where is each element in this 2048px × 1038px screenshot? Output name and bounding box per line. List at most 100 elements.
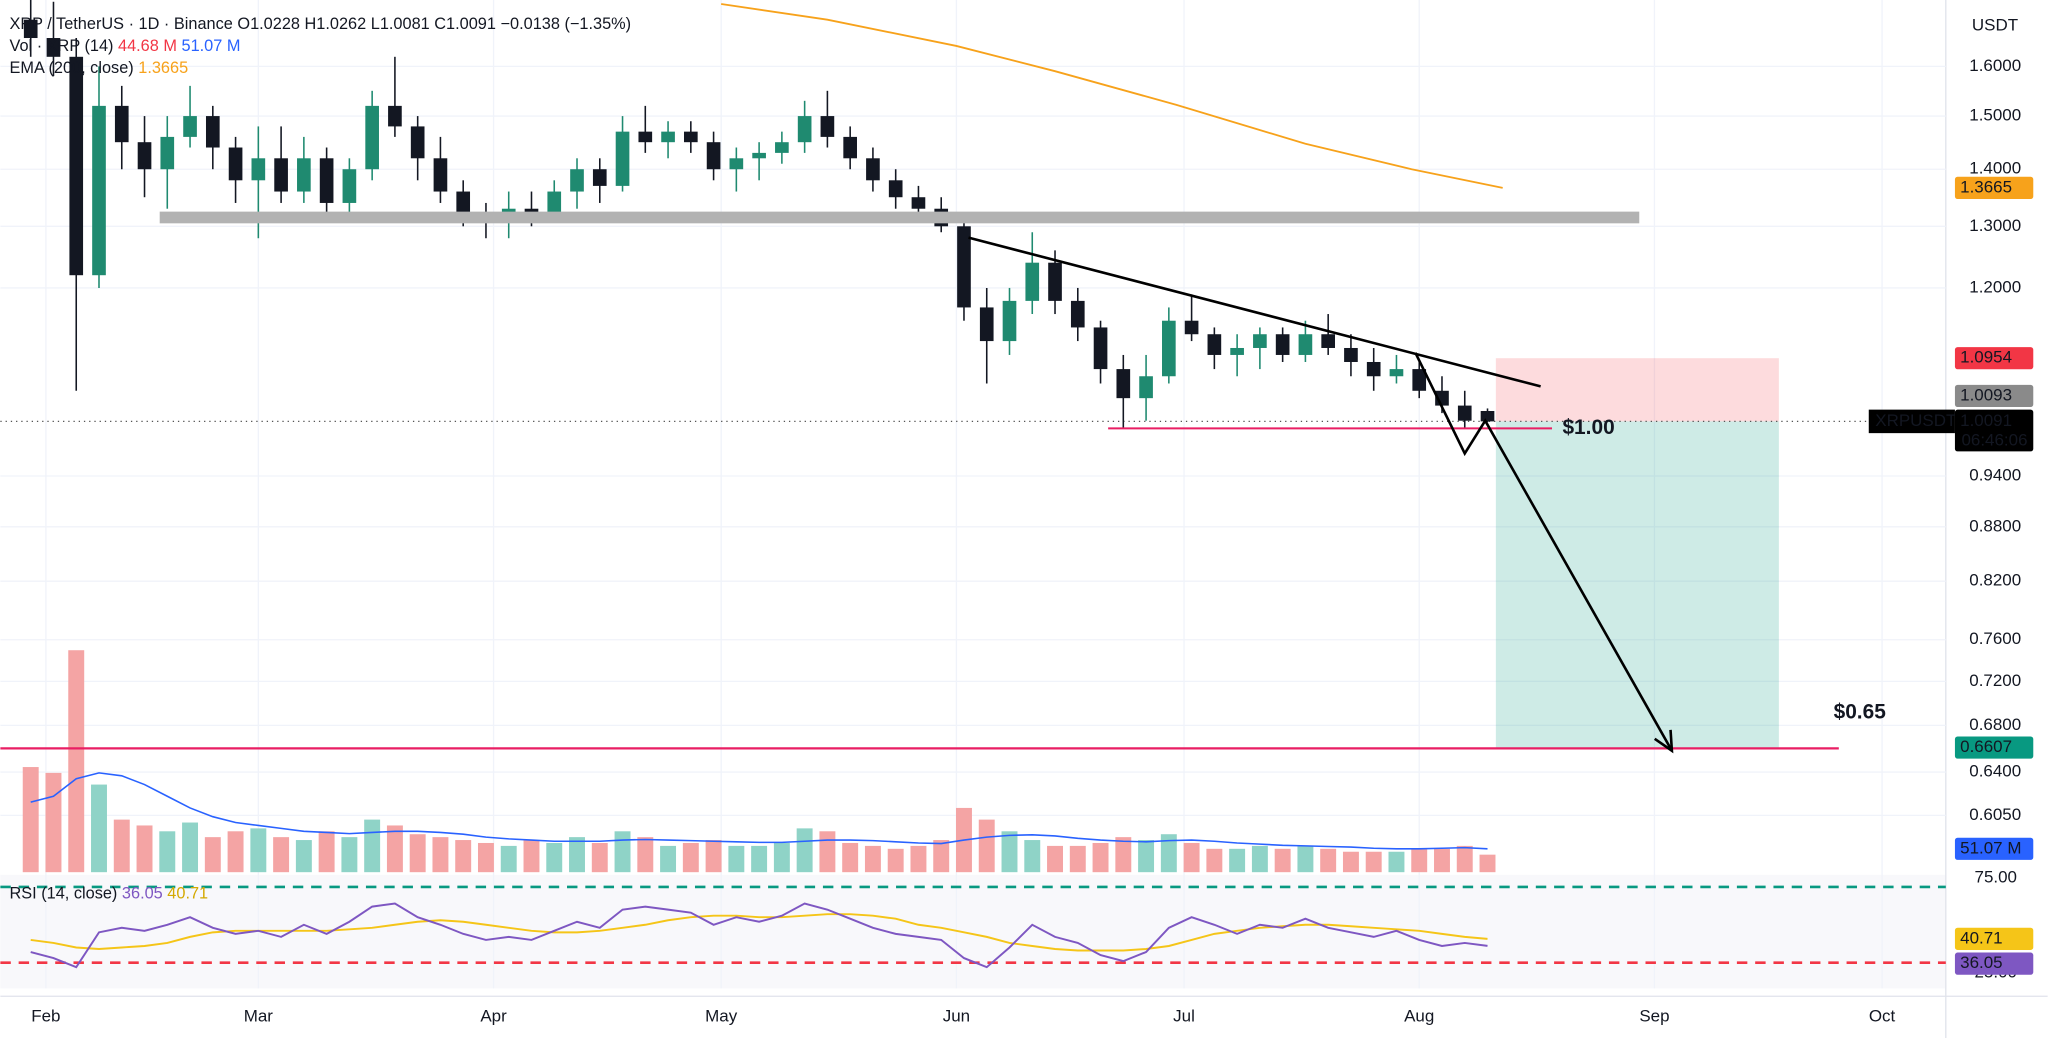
x-tick-label: Apr: [480, 1007, 507, 1026]
y-tick-label: 0.7600: [1969, 629, 2021, 648]
volume-bar: [182, 822, 199, 873]
volume-bar: [364, 819, 381, 873]
volume-bar: [773, 842, 790, 873]
symbol-tag: XRPUSDT: [1875, 411, 1956, 430]
volume-bar: [455, 840, 472, 873]
price-tag: 1.3665: [1960, 177, 2012, 196]
candle-body: [297, 158, 311, 192]
volume-bar: [819, 831, 836, 873]
volume-bar: [1183, 842, 1200, 873]
volume-bar: [1115, 837, 1132, 873]
volume-bar: [1456, 845, 1473, 873]
volume-bar: [22, 767, 39, 873]
volume-bar: [1411, 848, 1428, 873]
candle-body: [1048, 262, 1062, 301]
candle-body: [92, 105, 106, 276]
volume-bar: [728, 845, 745, 873]
y-tick-label: 0.8200: [1969, 571, 2021, 590]
y-tick-label: 1.5000: [1969, 106, 2021, 125]
volume-bar: [68, 650, 85, 873]
candle-body: [1253, 334, 1267, 348]
volume-bar: [113, 819, 130, 873]
volume-bar: [318, 831, 335, 873]
candle-body: [820, 116, 835, 137]
volume-bar: [227, 831, 244, 873]
candle-body: [388, 105, 402, 127]
volume-bar: [1024, 840, 1041, 873]
candle-body: [592, 169, 607, 186]
rsi-tag-bg: [1954, 952, 2034, 975]
currency: USDT: [1972, 16, 2018, 35]
volume-bar: [295, 840, 312, 873]
ohlc-high: H1.0262: [305, 15, 367, 33]
volume-ma-line: [30, 772, 1488, 850]
volume-bar: [933, 840, 950, 873]
candle-body: [1457, 405, 1472, 421]
y-tick-label: 0.9400: [1969, 466, 2021, 485]
volume-bar: [1297, 845, 1314, 873]
candle-body: [1366, 361, 1381, 377]
volume-bar: [1251, 845, 1268, 873]
candle-body: [1184, 320, 1199, 335]
y-tick-label: 0.8800: [1969, 516, 2021, 535]
ohlc-low: L1.0081: [371, 15, 430, 33]
rsi-label: RSI (14, close): [10, 885, 118, 903]
volume-bar: [1229, 848, 1246, 873]
candle-body: [319, 158, 334, 203]
y-tick-label: 1.4000: [1969, 159, 2021, 178]
candle-body: [1321, 334, 1336, 348]
ema-label: EMA (200, close): [10, 60, 134, 78]
volume-bar: [523, 840, 540, 873]
candle-body: [979, 307, 994, 342]
y-tick-label: 1.6000: [1969, 56, 2021, 75]
rsi-ma-tag: 40.71: [1960, 928, 2002, 947]
volume-bar: [432, 837, 449, 873]
candle-body: [683, 131, 698, 143]
trendline: [968, 236, 1541, 388]
y-tick-label: 1.3000: [1969, 216, 2021, 235]
volume-bar: [1206, 848, 1223, 873]
legend-line: Vol · XRP (14) 44.68 M 51.07 M: [10, 37, 241, 55]
plot: [23, 0, 1503, 969]
candle-body: [911, 197, 926, 209]
volume-bar: [1138, 840, 1155, 873]
price-tag: 1.0091: [1960, 411, 2012, 430]
rsi-line: [30, 902, 1488, 969]
candle-body: [957, 226, 971, 308]
price-tag: 1.0093: [1960, 385, 2012, 404]
candle-body: [183, 116, 197, 137]
volume-bar: [1092, 842, 1109, 873]
y-tick-label: 0.6050: [1969, 805, 2021, 824]
volume-bar: [341, 837, 358, 873]
candle-body: [228, 147, 243, 181]
volume-tag: 51.07 M: [1960, 838, 2021, 857]
volume-bar: [136, 825, 153, 873]
target-label: $0.65: [1834, 701, 1887, 724]
price-tag-bg: [1954, 176, 2034, 199]
candle-body: [274, 158, 288, 192]
volume-bar: [273, 837, 290, 873]
candle-body: [456, 191, 471, 215]
candle-body: [729, 158, 744, 170]
price-tag-bg: [1954, 347, 2034, 370]
ema-value: 1.3665: [138, 60, 188, 78]
volume-bar: [409, 834, 426, 873]
price-tag: 0.6607: [1960, 737, 2012, 756]
candle-body: [1298, 334, 1313, 355]
candle-body: [1275, 334, 1290, 355]
volume-bar: [1479, 854, 1496, 873]
volume-bar: [569, 837, 585, 873]
candle-body: [1230, 347, 1244, 355]
stop-zone: [1495, 358, 1779, 422]
y-tick-label: 0.6400: [1969, 762, 2021, 781]
volume-bar: [91, 784, 107, 873]
volume-bar: [477, 842, 494, 873]
volume-bar: [1342, 851, 1359, 873]
volume-bar: [500, 845, 517, 873]
candle-body: [1002, 300, 1017, 342]
volume-label: Vol · XRP (14): [10, 37, 114, 55]
countdown: 06:46:06: [1961, 430, 2027, 449]
legend-line: RSI (14, close) 36.05 40.71: [10, 885, 209, 903]
candle-body: [342, 169, 357, 203]
